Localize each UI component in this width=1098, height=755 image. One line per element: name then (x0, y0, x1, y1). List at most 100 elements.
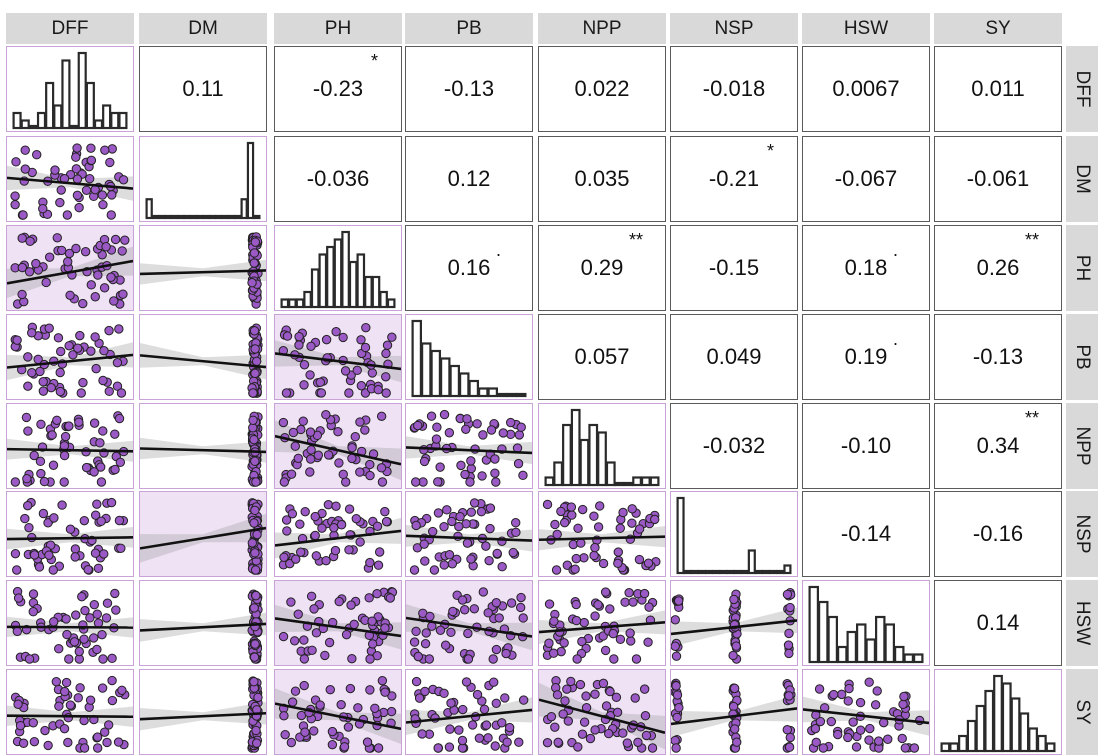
scatter-hsw-npp (539, 587, 665, 664)
scatter-point (289, 636, 300, 646)
scatter-point (728, 650, 738, 661)
histogram-bar (53, 104, 63, 130)
histogram-bar (45, 81, 55, 130)
scatter-point (81, 462, 92, 473)
scatter-point (671, 681, 681, 691)
scatter-point (79, 743, 90, 753)
scatter-point (114, 515, 125, 526)
scatter-point (560, 696, 570, 706)
scatter-point (360, 342, 371, 353)
scatter-point (69, 637, 80, 647)
scatter-point (461, 677, 472, 687)
corr-panel-ph-npp: 0.29 ** (538, 225, 666, 311)
scatter-point (784, 742, 795, 752)
scatter-point (472, 419, 482, 429)
scatter-point (843, 732, 853, 743)
scatter-point (630, 693, 640, 703)
scatter-point (101, 613, 112, 623)
scatter-point (457, 735, 468, 746)
scatter-point (321, 555, 331, 566)
scatter-point (372, 588, 382, 599)
scatter-point (251, 477, 261, 487)
scatter-point (341, 629, 352, 640)
scatter-point (542, 499, 553, 510)
correlation-value: -0.032 (702, 433, 766, 458)
scatter-point (546, 711, 557, 722)
scatter-point (71, 610, 81, 620)
histogram-bar (295, 298, 305, 309)
scatter-point (118, 175, 129, 185)
histogram-bar (69, 124, 79, 130)
histogram-panel-ph (274, 225, 402, 311)
scatter-point (843, 696, 853, 706)
scatter-point (85, 613, 95, 623)
scatter-panel-npp-dm (139, 403, 267, 489)
scatter-point (577, 729, 588, 739)
scatter-point (38, 204, 48, 214)
scatter-point (511, 517, 521, 528)
scatter-ph-dff (7, 232, 133, 309)
scatter-point (117, 246, 127, 256)
scatter-hsw-nsp (671, 588, 797, 664)
scatter-point (784, 628, 794, 639)
scatter-point (334, 596, 344, 607)
scatter-point (501, 648, 511, 659)
scatter-point (491, 477, 501, 487)
scatter-point (298, 416, 308, 426)
histogram-bar (196, 214, 204, 220)
scatter-point (249, 434, 259, 445)
scatter-point (249, 326, 260, 336)
scatter-point (627, 518, 637, 528)
scatter-point (93, 618, 104, 628)
histogram-bar (1045, 742, 1056, 753)
scatter-point (29, 450, 39, 461)
histogram-bar (719, 569, 728, 575)
scatter-point (317, 523, 327, 533)
histogram-bar (158, 214, 166, 220)
scatter-point (278, 417, 289, 428)
scatter-point (84, 173, 95, 184)
scatter-point (462, 414, 472, 424)
corr-panel-dff-ph: -0.23 * (274, 46, 402, 132)
scatter-point (355, 467, 365, 477)
scatter-sy-ph (275, 675, 401, 753)
scatter-point (352, 365, 362, 376)
scatter-point (611, 692, 622, 703)
histogram-bar (570, 408, 581, 487)
histogram-bar (632, 476, 642, 487)
histogram-bar (280, 298, 290, 309)
scatter-point (550, 519, 560, 530)
histogram-bar (761, 569, 771, 575)
scatter-point (323, 450, 334, 460)
corr-panel-ph-sy: 0.26 ** (934, 225, 1062, 311)
histogram-bar (697, 569, 707, 575)
row-label-dff: DFF (1066, 46, 1098, 132)
scatter-point (62, 210, 73, 220)
histogram-bar (430, 349, 442, 398)
scatter-point (410, 477, 421, 487)
scatter-dm-dff (7, 143, 133, 220)
scatter-point (420, 638, 431, 649)
corr-panel-dff-sy: 0.011 (934, 46, 1062, 132)
scatter-point (472, 689, 483, 700)
scatter-point (556, 646, 566, 657)
histogram-dm (145, 141, 261, 220)
scatter-point (68, 350, 78, 360)
column-label-ph: PH (274, 13, 402, 44)
histogram-bar (579, 438, 590, 487)
scatter-point (252, 529, 262, 540)
scatter-point (810, 723, 821, 734)
row-label-sy: SY (1066, 669, 1098, 755)
scatter-point (105, 157, 115, 168)
scatter-point (90, 548, 101, 558)
scatter-point (811, 737, 821, 748)
scatter-point (299, 635, 309, 645)
scatter-point (90, 510, 101, 520)
scatter-point (462, 538, 473, 548)
scatter-point (338, 332, 348, 343)
scatter-point (23, 426, 33, 436)
scatter-point (52, 415, 62, 425)
scatter-point (103, 720, 114, 730)
correlation-value: -0.13 (972, 344, 1024, 369)
scatter-point (54, 643, 64, 654)
